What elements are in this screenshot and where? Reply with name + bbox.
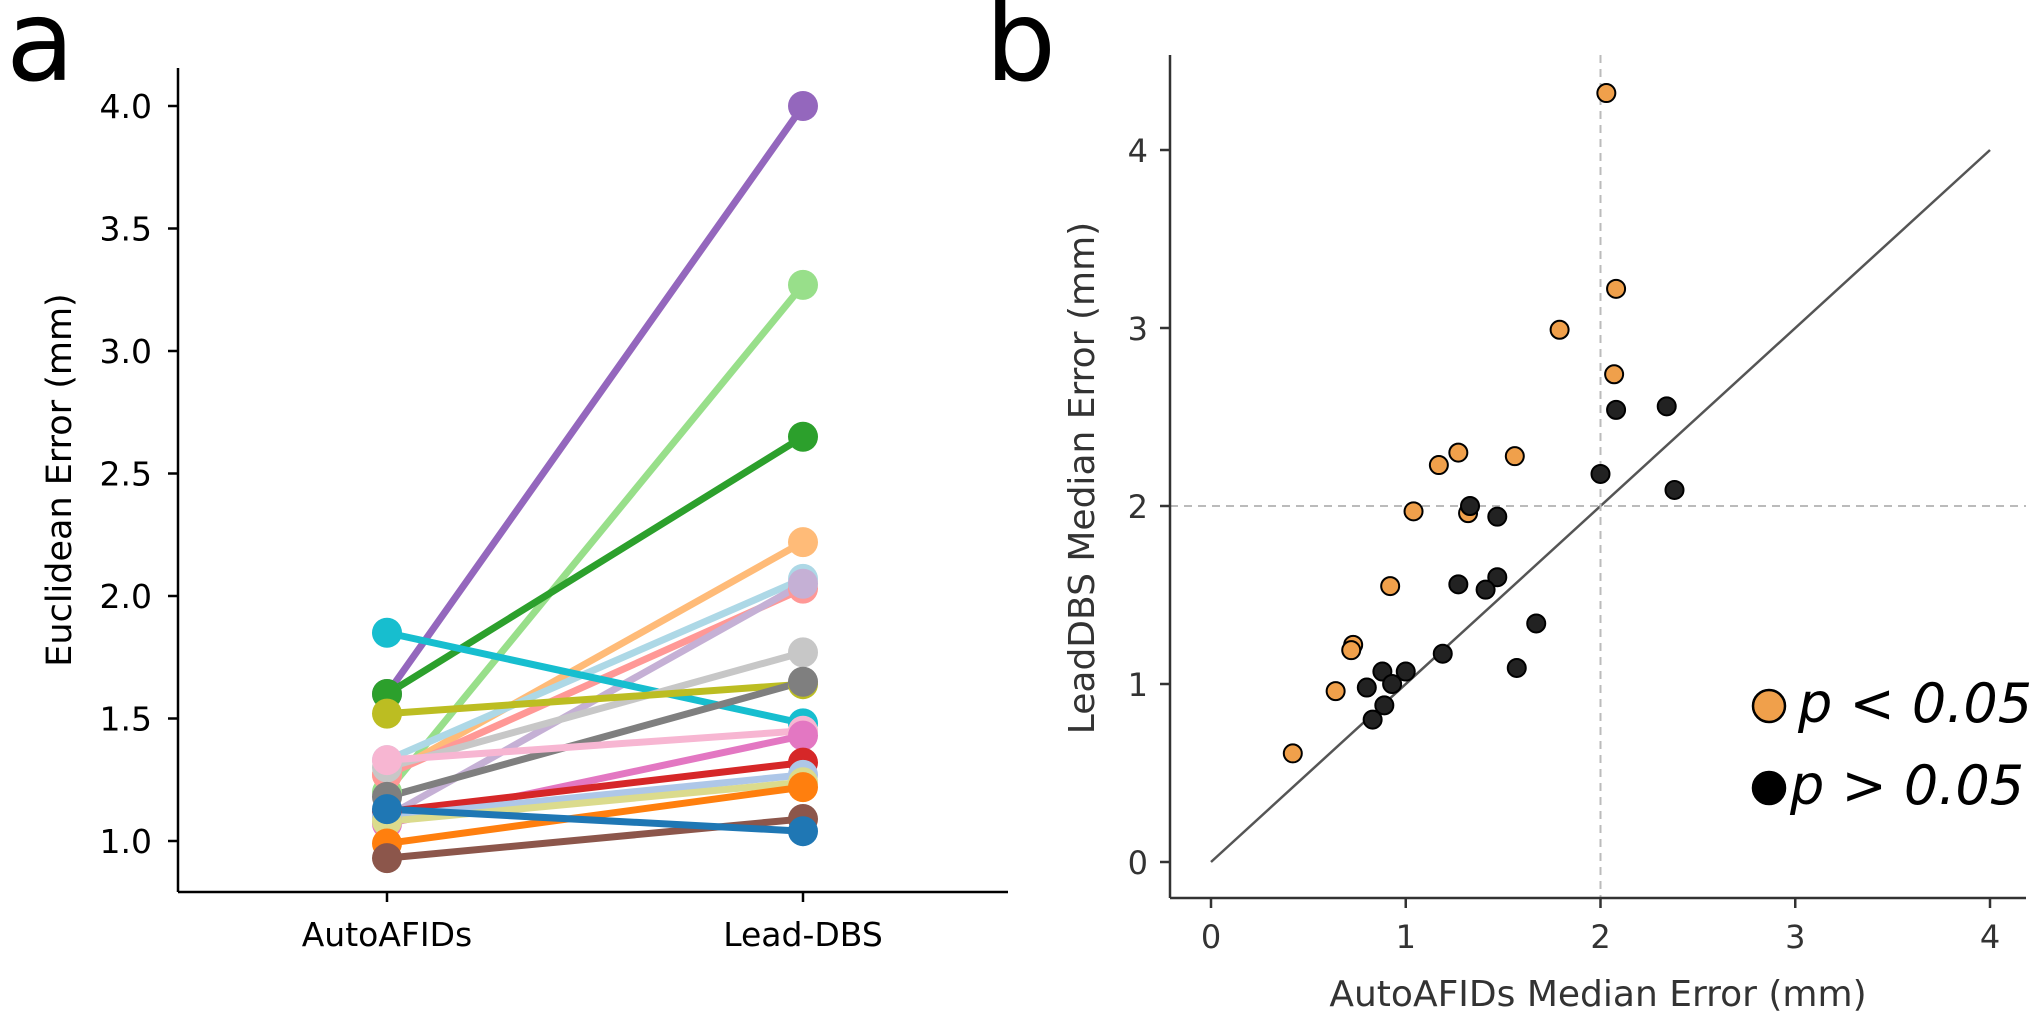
chart-b-y-tick-label: 3 bbox=[1128, 310, 1148, 348]
chart-a-x-tick-label: AutoAFIDs bbox=[302, 915, 473, 954]
series-9-point-0 bbox=[372, 698, 402, 729]
series-1-point-1 bbox=[788, 269, 818, 300]
panel-label-b: b bbox=[985, 0, 1056, 107]
scatter-point-0-13 bbox=[1282, 743, 1303, 764]
chart-a-y-tick-label: 4.0 bbox=[100, 87, 152, 126]
series-line-18 bbox=[383, 805, 807, 835]
scatter-point-0-3 bbox=[1604, 364, 1625, 385]
chart-b-x-tick-label: 0 bbox=[1201, 918, 1221, 956]
scatter-point-1-0 bbox=[1656, 396, 1677, 417]
scatter-point-1-5 bbox=[1487, 506, 1508, 527]
scatter-point-1-1 bbox=[1606, 399, 1627, 420]
series-line-1 bbox=[383, 281, 807, 796]
scatter-point-1-7 bbox=[1487, 567, 1508, 588]
chart-b-legend: p < 0.05 p > 0.05 bbox=[1751, 672, 2032, 817]
series-0-point-1 bbox=[788, 91, 818, 121]
scatter-point-1-4 bbox=[1460, 496, 1481, 516]
series-line-3 bbox=[383, 538, 807, 779]
scatter-point-1-11 bbox=[1506, 657, 1527, 678]
scatter-point-0-9 bbox=[1380, 576, 1401, 597]
series-line-8 bbox=[383, 648, 807, 771]
scatter-point-0-11 bbox=[1341, 640, 1362, 661]
scatter-point-1-6 bbox=[1448, 574, 1469, 595]
series-3-point-1 bbox=[788, 527, 818, 558]
scatter-point-1-16 bbox=[1374, 695, 1395, 716]
scatter-point-1-12 bbox=[1356, 677, 1377, 698]
series-16-point-1 bbox=[788, 772, 818, 803]
series-7-point-0 bbox=[372, 617, 402, 648]
series-18-point-0 bbox=[372, 794, 402, 825]
scatter-point-1-9 bbox=[1526, 613, 1547, 634]
series-8-point-1 bbox=[788, 637, 818, 668]
series-12-point-1 bbox=[788, 720, 818, 751]
chart-a-paired-errors: 1.01.52.02.53.03.54.0 AutoAFIDs Lead-DBS … bbox=[40, 68, 1008, 954]
chart-b-x-tick-label: 4 bbox=[1980, 918, 2000, 956]
legend-label-nonsignificant: p > 0.05 bbox=[1789, 754, 2024, 817]
scatter-point-0-7 bbox=[1403, 501, 1424, 522]
legend-marker-nonsignificant bbox=[1751, 770, 1787, 806]
series-line-4 bbox=[383, 575, 807, 764]
chart-b-x-tick-label: 1 bbox=[1396, 918, 1416, 956]
series-line-11 bbox=[383, 727, 807, 764]
chart-b-x-tick-label: 3 bbox=[1785, 918, 1805, 956]
series-line-16 bbox=[383, 783, 807, 847]
chart-b-x-axis-label: AutoAFIDs Median Error (mm) bbox=[1329, 974, 1866, 1014]
scatter-point-0-12 bbox=[1325, 681, 1346, 702]
chart-b-x-tick-label: 2 bbox=[1590, 918, 1610, 956]
scatter-point-0-1 bbox=[1606, 278, 1627, 299]
chart-b-y-tick-label: 4 bbox=[1128, 132, 1148, 170]
series-6-point-1 bbox=[788, 568, 818, 599]
scatter-point-0-2 bbox=[1549, 319, 1570, 340]
chart-a-y-tick-label: 1.0 bbox=[100, 822, 152, 861]
chart-a-y-tick-label: 2.0 bbox=[100, 577, 152, 616]
chart-b-y-axis-label: LeadDBS Median Error (mm) bbox=[1062, 222, 1103, 734]
series-18-point-1 bbox=[788, 816, 818, 847]
chart-b-y-tick-label: 2 bbox=[1128, 488, 1148, 526]
chart-a-y-tick-label: 2.5 bbox=[100, 455, 152, 494]
series-line-9 bbox=[383, 680, 807, 718]
series-line-13 bbox=[383, 759, 807, 816]
legend-label-significant: p < 0.05 bbox=[1797, 672, 2032, 735]
chart-a-y-axis-label: Euclidean Error (mm) bbox=[40, 293, 80, 666]
chart-a-y-tick-label: 3.0 bbox=[100, 332, 152, 371]
series-line-10 bbox=[383, 678, 807, 801]
chart-b-y-tick-label: 0 bbox=[1128, 844, 1148, 882]
chart-a-y-tick-label: 1.5 bbox=[100, 700, 152, 739]
scatter-point-1-10 bbox=[1432, 643, 1453, 664]
panel-label-a: a bbox=[6, 0, 75, 107]
series-line-7 bbox=[383, 629, 807, 727]
scatter-point-0-4 bbox=[1448, 442, 1469, 463]
scatter-point-1-17 bbox=[1362, 709, 1383, 730]
series-line-0 bbox=[383, 102, 807, 698]
scatter-point-1-2 bbox=[1590, 463, 1611, 484]
scatter-point-1-14 bbox=[1395, 661, 1416, 682]
scatter-point-1-15 bbox=[1382, 674, 1403, 694]
chart-b-y-tick-label: 1 bbox=[1128, 666, 1148, 704]
scatter-point-1-3 bbox=[1664, 479, 1685, 500]
series-11-point-0 bbox=[372, 745, 402, 776]
series-17-point-0 bbox=[372, 843, 402, 874]
series-2-point-1 bbox=[788, 421, 818, 452]
chart-a-x-tick-label: Lead-DBS bbox=[723, 915, 883, 954]
scatter-point-0-6 bbox=[1504, 446, 1525, 467]
chart-a-y-tick-label: 3.5 bbox=[100, 210, 152, 249]
scatter-point-0-0 bbox=[1596, 83, 1617, 104]
legend-marker-significant bbox=[1751, 688, 1787, 724]
scatter-point-0-5 bbox=[1428, 455, 1449, 476]
series-10-point-1 bbox=[788, 666, 818, 697]
scatter-point-1-8 bbox=[1475, 579, 1496, 600]
